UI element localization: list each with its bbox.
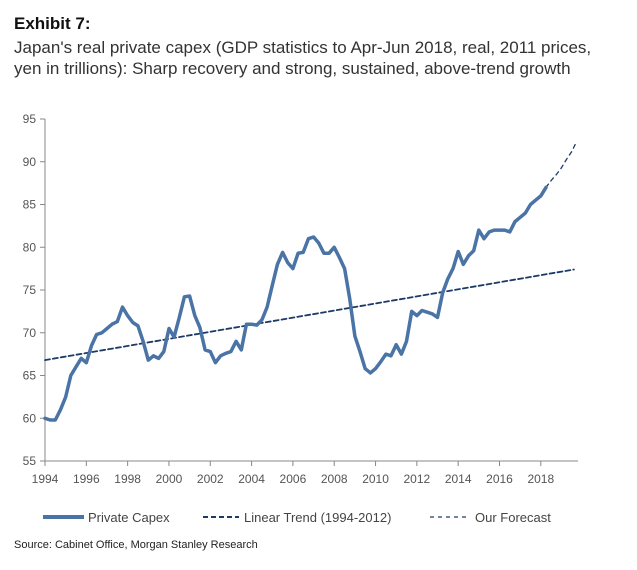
y-tick-label: 65: [23, 369, 37, 383]
series-line-our-forecast: [545, 142, 577, 189]
x-tick-label: 1998: [114, 472, 141, 486]
y-tick-label: 75: [23, 283, 37, 297]
x-tick-label: 2008: [321, 472, 348, 486]
y-tick-label: 90: [23, 155, 37, 169]
x-tick-label: 2014: [445, 472, 472, 486]
y-tick-label: 95: [23, 112, 37, 126]
x-tick-label: 2002: [197, 472, 224, 486]
series-group: [43, 142, 577, 422]
chart-title: Japan's real private capex (GDP statisti…: [14, 38, 592, 78]
y-tick-label: 85: [23, 198, 37, 212]
y-tick-label: 80: [23, 240, 37, 254]
x-tick-label: 2012: [404, 472, 431, 486]
series-line-private-capex: [43, 185, 548, 422]
x-tick-label: 2006: [280, 472, 307, 486]
x-tick-label: 1996: [73, 472, 100, 486]
x-tick-label: 2000: [156, 472, 183, 486]
x-tick-label: 1994: [32, 472, 59, 486]
x-tick-label: 2004: [238, 472, 265, 486]
x-tick-label: 2018: [527, 472, 554, 486]
y-axis: 55 60 65 70 75 80 85 90 95: [23, 112, 46, 468]
x-tick-label: 2010: [362, 472, 389, 486]
legend: Private Capex Linear Trend (1994-2012) O…: [43, 510, 551, 525]
source-note: Source: Cabinet Office, Morgan Stanley R…: [14, 539, 258, 551]
y-tick-label: 60: [23, 411, 37, 425]
legend-label-our-forecast: Our Forecast: [475, 510, 551, 525]
y-tick-label: 70: [23, 326, 37, 340]
y-tick-label: 55: [23, 454, 37, 468]
legend-label-linear-trend: Linear Trend (1994-2012): [244, 510, 391, 525]
legend-label-private-capex: Private Capex: [88, 510, 170, 525]
x-axis: 1994 1996 1998 2000 2002 2004 2006 2008 2010 2012…: [32, 460, 578, 486]
x-tick-label: 2016: [486, 472, 513, 486]
series-line-linear-trend-1994-2012: [44, 268, 575, 362]
exhibit-label: Exhibit 7:: [14, 14, 91, 33]
